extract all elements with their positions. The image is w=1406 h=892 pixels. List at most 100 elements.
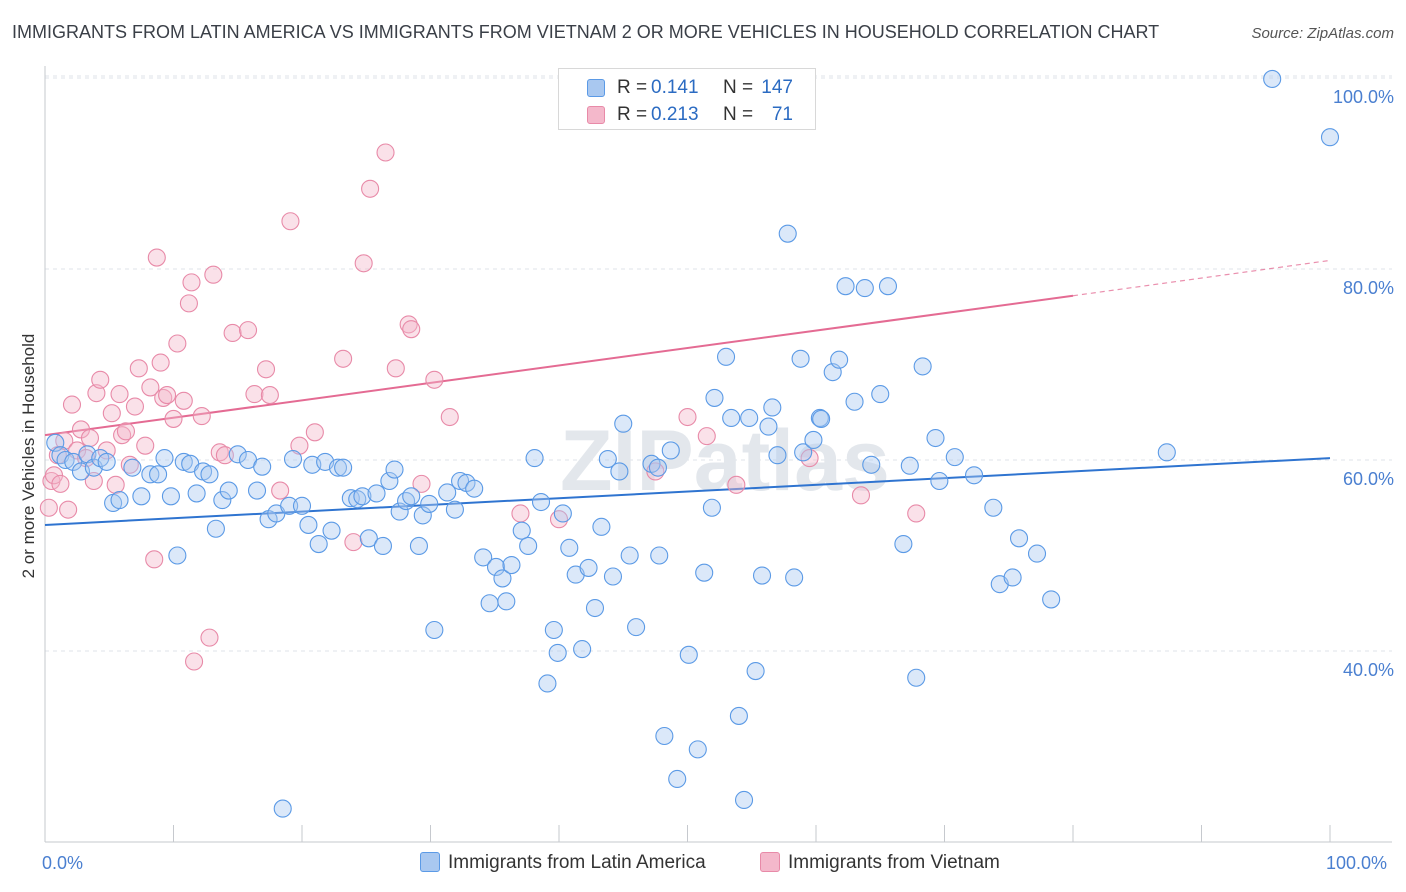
- data-point-vietnam: [238, 321, 258, 340]
- data-point-latin-america: [341, 489, 360, 508]
- data-point-vietnam: [51, 474, 70, 493]
- data-point-latin-america: [273, 799, 292, 818]
- data-point-latin-america: [359, 529, 378, 548]
- data-point-latin-america: [292, 496, 312, 515]
- data-point-latin-america: [348, 490, 367, 509]
- legend-row-latin-america: R = 0.141 N = 147: [559, 75, 815, 101]
- data-point-latin-america: [984, 498, 1003, 517]
- data-point-latin-america: [322, 521, 341, 540]
- series-legend-latin-america: Immigrants from Latin America: [420, 852, 706, 874]
- data-point-vietnam: [125, 397, 144, 416]
- data-point-latin-america: [474, 548, 493, 567]
- data-point-vietnam: [84, 471, 103, 491]
- data-point-vietnam: [399, 315, 418, 334]
- data-point-latin-america: [56, 450, 75, 470]
- data-point-latin-america: [661, 441, 680, 460]
- data-point-latin-america: [228, 445, 247, 464]
- data-point-latin-america: [855, 279, 874, 298]
- data-point-latin-america: [397, 492, 416, 511]
- data-point-latin-america: [610, 462, 629, 481]
- data-point-latin-america: [579, 558, 598, 577]
- data-point-vietnam: [334, 349, 353, 368]
- data-point-vietnam: [80, 428, 100, 448]
- data-point-latin-america: [187, 484, 206, 503]
- data-point-latin-america: [804, 430, 823, 449]
- data-point-latin-america: [213, 491, 232, 510]
- data-point-latin-america: [525, 449, 544, 468]
- data-point-latin-america: [926, 428, 945, 448]
- series-legend-vietnam: Immigrants from Vietnam: [760, 852, 1000, 874]
- data-point-latin-america: [768, 446, 787, 465]
- data-point-vietnam: [727, 475, 746, 494]
- data-point-vietnam: [376, 143, 395, 162]
- data-point-latin-america: [907, 668, 926, 687]
- data-point-latin-america: [553, 504, 572, 523]
- data-point-latin-america: [627, 618, 646, 637]
- data-point-latin-america: [763, 398, 782, 417]
- data-point-latin-america: [810, 408, 829, 428]
- data-point-latin-america: [752, 566, 772, 585]
- data-point-latin-america: [836, 277, 855, 296]
- data-point-latin-america: [1320, 128, 1340, 147]
- watermark: ZIPatlas: [560, 413, 890, 509]
- series-name: Immigrants from Vietnam: [788, 852, 1000, 873]
- data-point-latin-america: [451, 471, 470, 491]
- data-point-latin-america: [614, 414, 633, 433]
- data-point-vietnam: [116, 422, 136, 441]
- data-point-vietnam: [256, 360, 276, 379]
- legend-r-label: R =: [617, 77, 648, 98]
- data-point-latin-america: [110, 491, 129, 510]
- data-point-latin-america: [716, 347, 736, 366]
- data-point-vietnam: [402, 320, 421, 339]
- trend-layer: [44, 259, 1331, 526]
- data-point-vietnam: [215, 446, 234, 465]
- data-point-vietnam: [120, 455, 139, 474]
- data-point-latin-america: [894, 534, 913, 554]
- data-point-latin-america: [486, 557, 506, 577]
- series-swatch-blue: [420, 852, 440, 872]
- data-point-latin-america: [1003, 568, 1022, 587]
- data-point-vietnam: [129, 359, 148, 378]
- data-point-latin-america: [1042, 590, 1061, 609]
- data-point-latin-america: [871, 385, 890, 404]
- data-point-latin-america: [620, 546, 639, 565]
- grid-layer: [45, 75, 1392, 652]
- data-point-latin-america: [512, 521, 531, 540]
- data-point-vietnam: [174, 391, 193, 410]
- data-point-latin-america: [722, 408, 741, 428]
- data-point-latin-america: [97, 452, 116, 471]
- data-point-latin-america: [688, 740, 707, 759]
- trend-extension-1: [1072, 259, 1331, 297]
- y-tick-label-80: 80.0%: [1342, 278, 1394, 298]
- data-point-latin-america: [373, 536, 393, 556]
- data-point-vietnam: [147, 248, 166, 267]
- data-point-latin-america: [778, 224, 797, 243]
- legend-n-label: N =: [723, 104, 754, 125]
- data-point-latin-america: [878, 277, 898, 296]
- data-point-vietnam: [179, 294, 198, 313]
- data-point-latin-america: [253, 457, 272, 476]
- data-point-latin-america: [155, 449, 174, 468]
- data-point-latin-america: [283, 449, 303, 469]
- data-point-latin-america: [785, 568, 804, 587]
- data-point-latin-america: [409, 536, 428, 556]
- data-point-latin-america: [141, 465, 160, 484]
- source-label: Source: ZipAtlas.com: [1251, 25, 1394, 42]
- data-point-vietnam: [851, 486, 871, 505]
- x-tick-label-min: 0.0%: [42, 853, 84, 873]
- data-point-vietnam: [59, 500, 78, 519]
- data-point-latin-america: [1009, 529, 1029, 548]
- data-point-vietnam: [223, 323, 242, 343]
- data-point-vietnam: [185, 652, 204, 671]
- data-point-latin-america: [702, 498, 721, 517]
- data-point-latin-america: [413, 506, 432, 525]
- data-point-latin-america: [650, 546, 669, 565]
- data-point-vietnam: [55, 431, 74, 450]
- data-point-latin-america: [420, 494, 439, 513]
- legend-n-value: 71: [771, 104, 793, 125]
- data-point-latin-america: [548, 643, 567, 662]
- data-point-vietnam: [136, 436, 155, 455]
- data-point-vietnam: [39, 498, 58, 517]
- legend-n-value: 147: [761, 77, 793, 98]
- data-point-latin-america: [560, 538, 579, 557]
